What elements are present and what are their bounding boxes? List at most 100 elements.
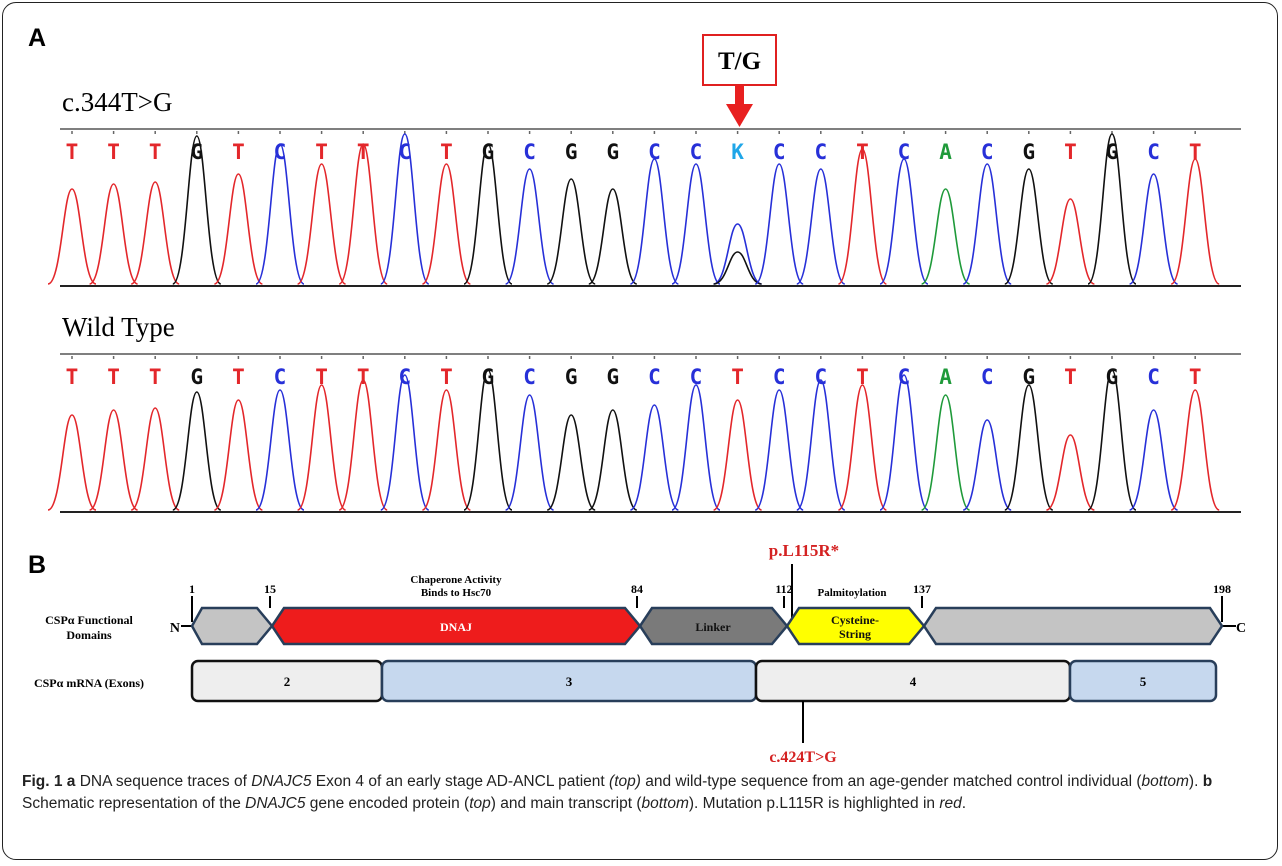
trace-peak [796, 379, 846, 511]
base-call: K [731, 140, 744, 164]
trace-peak [47, 414, 97, 511]
mutation-callout: T/G [718, 48, 761, 75]
trace-peak [754, 389, 804, 511]
trace-peak [255, 389, 305, 511]
base-call: G [565, 140, 578, 164]
base-call: C [773, 140, 786, 164]
caption-gene: DNAJC5 [245, 795, 306, 812]
trace-peak [754, 163, 804, 285]
base-call: A [939, 140, 952, 164]
trace-peak [713, 223, 762, 285]
trace-peak [629, 158, 679, 285]
position-label: 198 [1213, 582, 1231, 596]
base-call: T [232, 365, 245, 389]
base-call: T [107, 365, 120, 389]
trace-peak [1046, 198, 1095, 285]
trace-peak [89, 183, 138, 285]
exon-3-label: 3 [566, 674, 573, 689]
base-call: G [482, 365, 495, 389]
exon-2-label: 2 [284, 674, 291, 689]
exon-5-label: 5 [1140, 674, 1147, 689]
position-label: 112 [775, 582, 792, 596]
base-call: C [814, 140, 827, 164]
base-call: G [482, 140, 495, 164]
trace-peak [213, 173, 263, 285]
trace-peak [1170, 389, 1220, 511]
trace-peak [463, 143, 513, 285]
base-call: C [981, 140, 994, 164]
base-call: T [315, 365, 328, 389]
base-call: C [981, 365, 994, 389]
base-call: T [66, 140, 79, 164]
base-call: C [773, 365, 786, 389]
caption-top: top [469, 795, 491, 812]
trace-peak [629, 404, 679, 511]
base-call: T [1189, 140, 1202, 164]
wildtype-chromatogram [47, 369, 1220, 511]
base-call: G [1022, 365, 1035, 389]
exon-5 [1068, 659, 1218, 703]
domain-linker [638, 606, 789, 646]
base-call: T [440, 140, 453, 164]
n-terminus: N [170, 621, 180, 636]
trace-peak [879, 158, 929, 285]
caption-part-a: a [66, 773, 76, 790]
trace-peak [1004, 168, 1054, 285]
trace-peak [89, 409, 138, 511]
base-call: T [66, 365, 79, 389]
trace-peak [1170, 158, 1220, 285]
trace-peak [1046, 434, 1095, 511]
trace-peak [1129, 409, 1178, 511]
trace-peak [380, 374, 430, 511]
caption-top: (top) [609, 773, 641, 790]
base-call: T [232, 140, 245, 164]
trace-peak [879, 374, 929, 511]
trace-peak [380, 133, 430, 285]
base-call: A [939, 365, 952, 389]
trace-peak [588, 188, 638, 285]
mrna-row-label: CSPα mRNA (Exons) [34, 676, 144, 690]
base-call: G [606, 140, 619, 164]
trace-peak [837, 148, 888, 285]
base-call: T [731, 365, 744, 389]
base-call: C [274, 365, 287, 389]
base-call: T [107, 140, 120, 164]
trace-peak [338, 379, 388, 511]
caption-text: Schematic representation of the [22, 795, 246, 812]
trace-peak [796, 168, 846, 285]
base-call: C [690, 365, 703, 389]
trace-peak [505, 168, 555, 285]
base-call: G [190, 365, 203, 389]
base-call: C [523, 140, 536, 164]
trace-peak [713, 399, 763, 511]
trace-peak [921, 394, 971, 511]
trace-peak [546, 178, 596, 285]
base-call: C [1147, 365, 1160, 389]
caption-text: ). [1188, 773, 1203, 790]
caption-red: red [939, 795, 962, 812]
trace-peak [463, 369, 513, 511]
protein-mutation-label: p.L115R* [769, 541, 839, 560]
caption-text: . [961, 795, 967, 812]
panel-b-label: B [28, 551, 46, 579]
base-call: C [1147, 140, 1160, 164]
base-call: T [149, 140, 162, 164]
base-call: T [1064, 140, 1077, 164]
caption-text: ). Mutation p.L115R is highlighted in [688, 795, 940, 812]
base-call: C [523, 365, 536, 389]
base-call: T [1189, 365, 1202, 389]
trace-peak [296, 163, 347, 285]
trace-peak [962, 419, 1012, 511]
trace-peak [172, 391, 222, 511]
figure-caption: Fig. 1 a DNA sequence traces of DNAJC5 E… [22, 771, 1262, 815]
trace-peak [1129, 173, 1179, 285]
trace-peak [671, 163, 721, 285]
protein-row-label: CSPα Functional [45, 613, 133, 627]
wildtype-trace-title: Wild Type [62, 312, 175, 342]
domain-string-label: String [839, 627, 871, 641]
caption-fig-number: Fig. 1 [22, 773, 63, 790]
base-call: C [898, 140, 911, 164]
trace-peak [837, 384, 887, 511]
base-call: C [274, 140, 287, 164]
